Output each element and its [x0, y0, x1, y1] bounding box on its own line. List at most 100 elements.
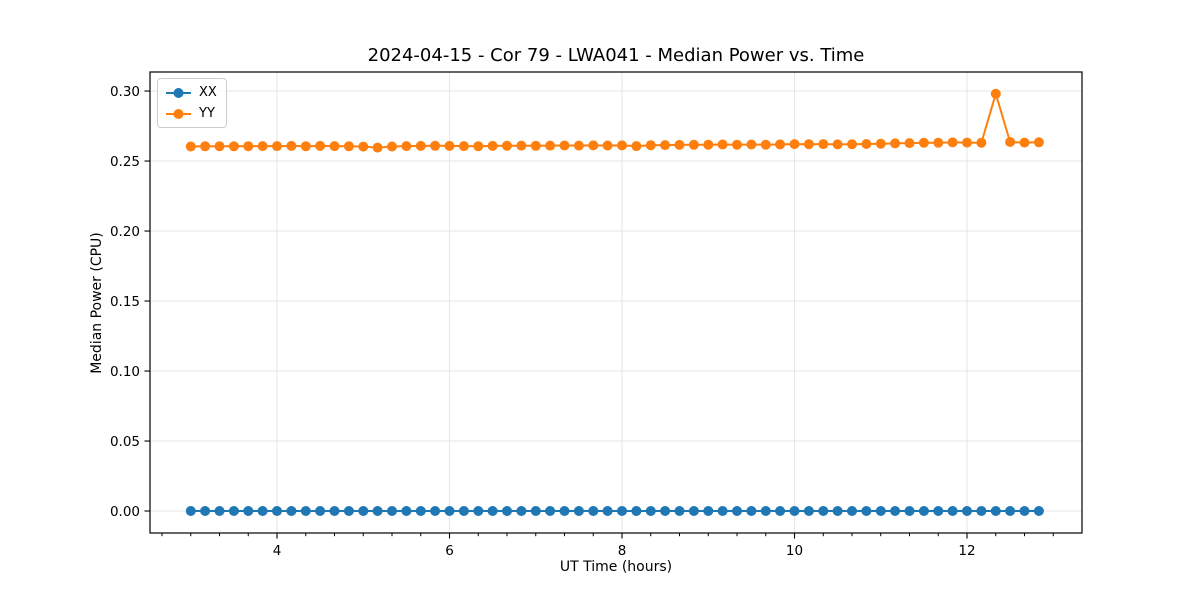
data-point-yy: [947, 137, 958, 148]
data-point-yy: [1033, 137, 1044, 148]
data-point-yy: [530, 140, 541, 151]
data-point-yy: [775, 139, 786, 150]
x-tick-label: 12: [958, 543, 975, 559]
data-point-yy: [286, 140, 297, 151]
data-point-xx: [387, 506, 397, 516]
data-point-xx: [976, 506, 987, 516]
data-point-yy: [458, 141, 469, 152]
data-point-xx: [760, 506, 771, 516]
y-tick-label: 0.30: [110, 84, 140, 100]
data-point-yy: [933, 137, 944, 148]
data-point-xx: [300, 506, 311, 516]
data-point-xx: [200, 506, 211, 516]
data-point-xx: [1019, 506, 1030, 516]
data-point-xx: [732, 506, 742, 516]
data-point-xx: [458, 506, 469, 516]
x-tick-label: 6: [445, 543, 454, 559]
data-point-xx: [228, 506, 239, 516]
data-point-yy: [688, 139, 699, 150]
data-point-xx: [286, 506, 297, 516]
legend-label-yy: YY: [199, 106, 215, 121]
data-point-yy: [861, 139, 872, 149]
legend-label-xx: XX: [199, 85, 217, 100]
data-point-yy: [832, 139, 843, 150]
data-point-yy: [329, 141, 340, 152]
data-point-yy: [631, 141, 642, 152]
y-tick-label: 0.20: [110, 224, 140, 240]
data-point-xx: [962, 506, 972, 516]
data-point-xx: [803, 506, 814, 516]
data-point-xx: [372, 506, 383, 516]
data-point-yy: [803, 139, 814, 150]
data-point-xx: [588, 506, 599, 516]
data-point-xx: [918, 506, 929, 516]
data-point-xx: [847, 506, 857, 516]
data-point-xx: [990, 506, 1001, 516]
data-point-yy: [660, 140, 671, 151]
data-point-xx: [573, 506, 584, 516]
x-axis-label: UT Time (hours): [559, 559, 673, 575]
data-point-xx: [487, 506, 498, 516]
data-point-xx: [789, 506, 800, 516]
chart-title: 2024-04-15 - Cor 79 - LWA041 - Median Po…: [367, 45, 865, 66]
data-point-yy: [315, 140, 326, 151]
data-point-yy: [890, 138, 901, 149]
data-point-xx: [214, 506, 225, 516]
data-point-yy: [760, 139, 771, 150]
y-axis-label: Median Power (CPU): [89, 232, 105, 374]
data-point-xx: [415, 506, 426, 516]
data-point-xx: [875, 506, 886, 516]
data-point-yy: [645, 140, 656, 151]
plot-border: [149, 71, 1083, 534]
data-point-yy: [746, 139, 757, 150]
data-point-yy: [602, 140, 613, 151]
data-point-yy: [200, 141, 211, 152]
data-point-xx: [904, 506, 915, 516]
data-point-yy: [372, 142, 383, 153]
y-tick-label: 0.10: [110, 364, 140, 380]
data-point-yy: [401, 141, 412, 152]
x-tick-label: 10: [786, 543, 803, 559]
y-tick-label: 0.05: [110, 434, 140, 450]
data-point-yy: [703, 139, 714, 150]
data-point-xx: [444, 506, 455, 516]
data-point-xx: [315, 506, 326, 516]
data-point-yy: [545, 140, 556, 151]
legend-swatch-yy-icon: [166, 108, 191, 119]
data-point-yy: [228, 141, 239, 152]
data-point-yy: [904, 138, 915, 149]
legend-item-xx: XX: [165, 83, 217, 102]
data-point-xx: [645, 506, 656, 516]
data-point-yy: [847, 139, 857, 150]
legend-item-yy: YY: [165, 104, 217, 123]
data-point-xx: [890, 506, 901, 516]
data-point-yy: [617, 140, 627, 151]
data-point-xx: [559, 506, 570, 516]
data-point-yy: [875, 138, 886, 149]
data-point-xx: [473, 506, 484, 516]
data-point-xx: [272, 506, 282, 516]
data-point-yy: [588, 140, 599, 151]
data-point-yy: [358, 141, 369, 152]
data-point-yy: [444, 140, 455, 151]
data-point-xx: [502, 506, 512, 516]
data-point-yy: [343, 141, 354, 152]
y-tick-label: 0.25: [110, 154, 140, 170]
data-point-yy: [918, 137, 929, 148]
data-point-xx: [185, 506, 196, 516]
data-point-yy: [502, 140, 512, 151]
data-point-xx: [401, 506, 412, 516]
data-point-xx: [1005, 506, 1016, 516]
legend-swatch-xx-icon: [166, 87, 191, 98]
data-point-yy: [214, 141, 225, 152]
data-point-xx: [257, 506, 268, 516]
data-point-xx: [818, 506, 829, 516]
data-point-xx: [717, 506, 728, 516]
data-point-xx: [631, 506, 642, 516]
data-point-yy: [559, 140, 570, 151]
data-point-yy: [1005, 137, 1016, 147]
data-point-yy: [272, 141, 282, 152]
data-point-yy: [818, 139, 829, 150]
